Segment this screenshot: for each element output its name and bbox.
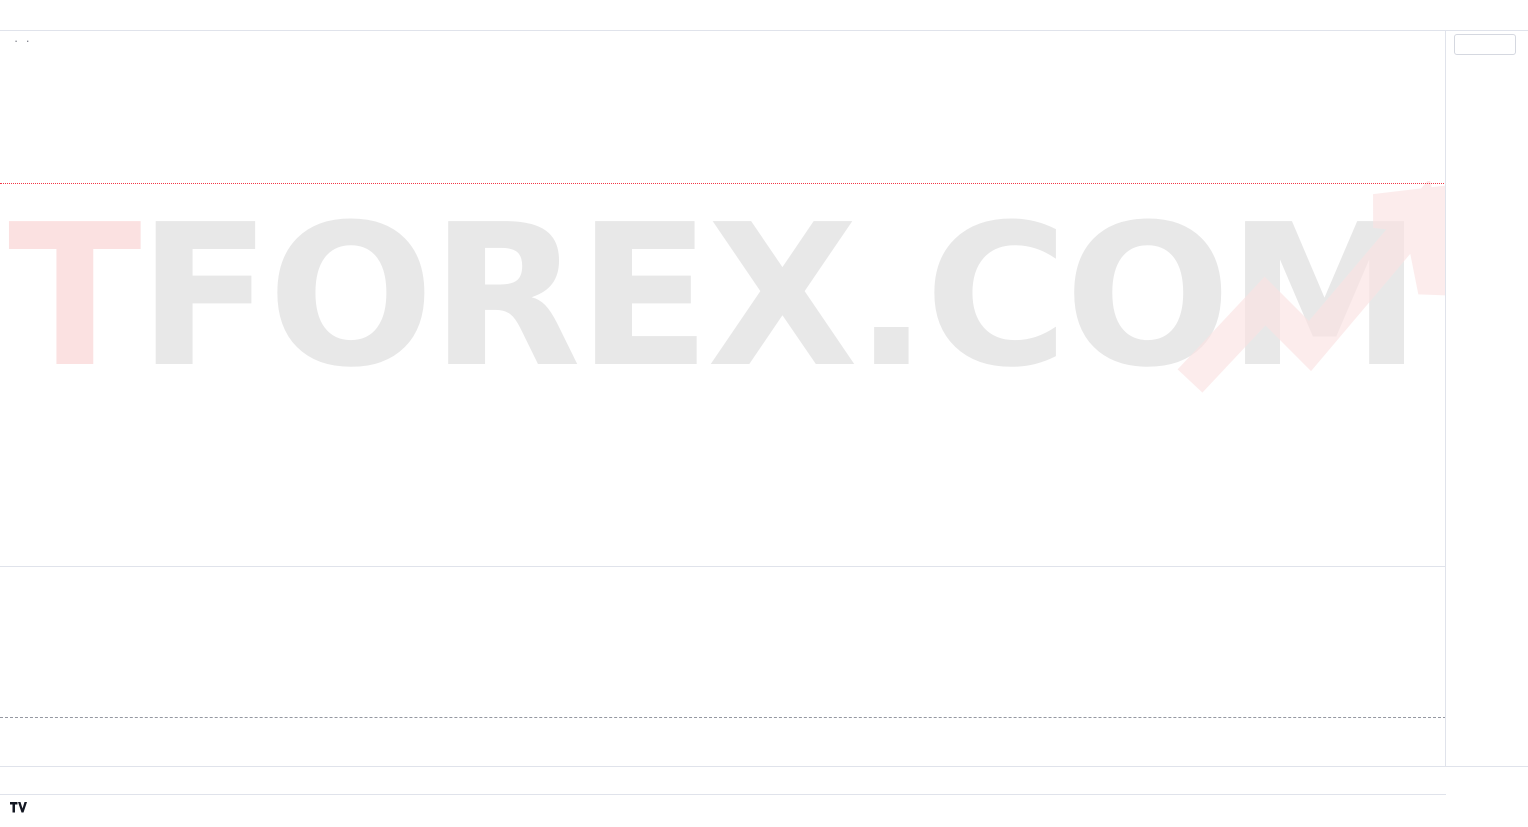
tradingview-logo-icon	[10, 802, 27, 813]
tradingview-footer[interactable]	[10, 802, 33, 815]
time-axis[interactable]	[0, 767, 1446, 795]
macd-zero-line	[0, 717, 1445, 718]
price-axis[interactable]	[1446, 30, 1528, 767]
pane-separator[interactable]	[0, 566, 1445, 567]
macd-pane[interactable]	[0, 567, 1446, 767]
chart-frame[interactable]: TFOREX.COM · ·	[0, 30, 1446, 767]
projection-arrow	[0, 31, 1446, 566]
last-price-line	[0, 183, 1445, 184]
macd-histogram	[0, 567, 1446, 767]
currency-chip[interactable]	[1454, 34, 1516, 55]
price-pane[interactable]: TFOREX.COM · ·	[0, 31, 1446, 566]
